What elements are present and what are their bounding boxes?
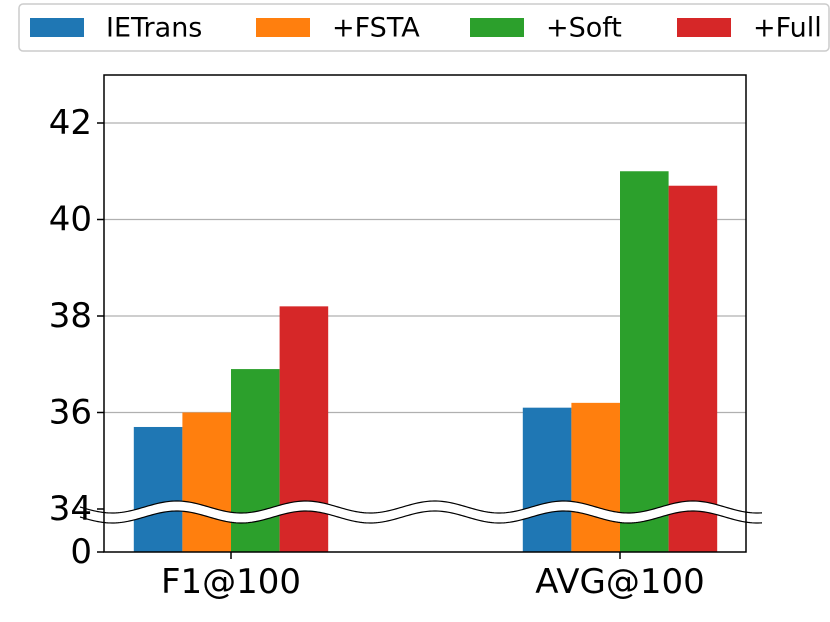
legend-label-fsta: +FSTA — [332, 13, 420, 44]
y-tick-label-38: 38 — [49, 296, 92, 336]
legend-label-ietrans: IETrans — [106, 13, 202, 44]
axis-break-mark — [79, 500, 763, 524]
plot-frame — [103, 74, 747, 553]
legend-swatch-fsta — [256, 18, 310, 37]
bar-fsta-avg100 — [571, 402, 620, 552]
legend: IETrans +FSTA +Soft +Full — [18, 3, 830, 52]
legend-swatch-soft — [470, 18, 524, 37]
bars — [133, 171, 718, 552]
bar-soft-avg100 — [620, 171, 669, 552]
legend-frame — [18, 3, 830, 52]
axis-break-line-top — [79, 500, 763, 514]
legend-label-full: +Full — [753, 13, 822, 44]
bar-full-avg100 — [668, 185, 718, 552]
y-axis-ticks: 034 36 38 40 42 — [49, 103, 104, 572]
x-tick-label-avg100: AVG@100 — [535, 562, 705, 602]
legend-swatch-full — [677, 18, 731, 37]
y-tick-label-0: 0 — [70, 532, 92, 572]
x-tick-label-f1100: F1@100 — [161, 562, 301, 602]
x-axis-ticks: F1@100 AVG@100 — [161, 552, 705, 602]
bar-full-f1100 — [279, 306, 329, 552]
axis-break-line-bottom — [79, 510, 763, 524]
bar-soft-f1100 — [231, 369, 280, 552]
y-tick-label-36: 36 — [49, 393, 92, 433]
legend-label-soft: +Soft — [546, 13, 622, 44]
y-tick-label-40: 40 — [49, 200, 92, 240]
bar-fsta-f1100 — [182, 412, 231, 552]
bar-ietrans-f1100 — [133, 426, 183, 552]
bar-ietrans-avg100 — [522, 407, 572, 552]
y-tick-label-42: 42 — [49, 103, 92, 143]
y-tick-label-34: 34 — [49, 489, 92, 529]
legend-swatch-ietrans — [30, 18, 84, 37]
